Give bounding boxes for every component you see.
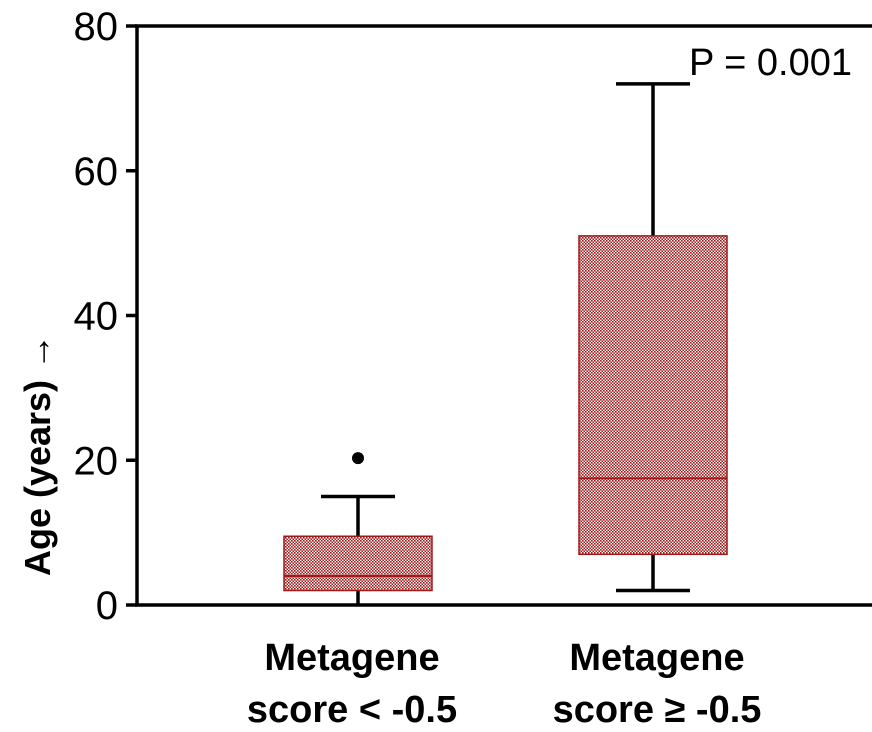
iqr-box-2 <box>578 235 728 556</box>
p-value-annotation: P = 0.001 <box>689 42 852 84</box>
category-label-1-line2: score < -0.5 <box>247 689 457 731</box>
y-ticks: 0 20 40 60 80 <box>74 5 137 628</box>
category-label-1-line1: Metagene <box>264 637 439 679</box>
y-tick-label-40: 40 <box>74 295 119 339</box>
outlier-point-1-1 <box>352 452 364 465</box>
y-axis-label: Age (years) → <box>17 334 58 576</box>
boxes <box>283 82 728 605</box>
y-tick-label-60: 60 <box>74 150 119 194</box>
category-label-2-line2: score ≥ -0.5 <box>553 689 762 731</box>
y-tick-label-80: 80 <box>74 5 119 49</box>
category-label-2-line1: Metagene <box>569 637 744 679</box>
box-group-2 <box>578 82 728 593</box>
y-tick-label-20: 20 <box>74 439 119 483</box>
box-group-1 <box>283 452 433 605</box>
y-tick-label-0: 0 <box>96 584 118 628</box>
iqr-box-1 <box>283 535 433 592</box>
